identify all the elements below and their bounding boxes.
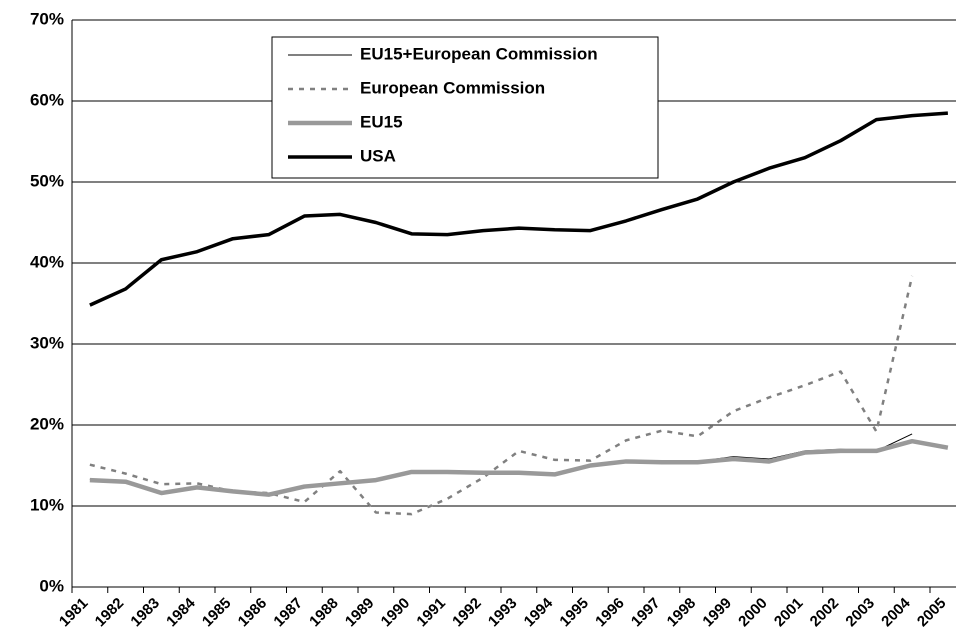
x-tick-label: 1987 bbox=[270, 595, 306, 631]
x-tick-label: 1997 bbox=[628, 595, 664, 631]
x-tick-label: 1989 bbox=[342, 595, 378, 631]
x-tick-label: 1999 bbox=[699, 595, 735, 631]
legend-label: EU15+European Commission bbox=[360, 44, 598, 63]
legend-label: EU15 bbox=[360, 112, 403, 131]
series-line bbox=[89, 111, 948, 307]
x-tick-label: 1996 bbox=[592, 595, 628, 631]
x-tick-label: 1981 bbox=[56, 595, 92, 631]
legend-label: European Commission bbox=[360, 78, 545, 97]
series-line bbox=[89, 433, 913, 495]
y-tick-label: 10% bbox=[30, 495, 64, 514]
x-tick-label: 1990 bbox=[378, 595, 414, 631]
x-tick-label: 2000 bbox=[735, 595, 771, 631]
legend-box bbox=[271, 36, 659, 179]
x-tick-label: 1992 bbox=[449, 595, 485, 631]
x-tick-label: 2004 bbox=[878, 594, 914, 630]
series-line bbox=[89, 275, 914, 516]
x-tick-label: 1982 bbox=[92, 595, 128, 631]
y-tick-label: 20% bbox=[30, 414, 64, 433]
x-tick-label: 1991 bbox=[413, 595, 449, 631]
x-tick-label: 1985 bbox=[199, 595, 235, 631]
y-tick-label: 40% bbox=[30, 252, 64, 271]
y-tick-label: 70% bbox=[30, 9, 64, 28]
x-tick-label: 1998 bbox=[664, 595, 700, 631]
x-tick-label: 1993 bbox=[485, 595, 521, 631]
series-line bbox=[89, 438, 949, 497]
x-tick-label: 1988 bbox=[306, 595, 342, 631]
x-tick-label: 1994 bbox=[521, 594, 557, 630]
x-tick-label: 2003 bbox=[842, 595, 878, 631]
legend-label: USA bbox=[360, 146, 396, 165]
y-tick-label: 50% bbox=[30, 171, 64, 190]
y-tick-label: 60% bbox=[30, 90, 64, 109]
x-tick-label: 1995 bbox=[556, 595, 592, 631]
x-tick-label: 1986 bbox=[235, 595, 271, 631]
x-tick-label: 2001 bbox=[771, 595, 807, 631]
x-tick-label: 1983 bbox=[127, 595, 163, 631]
legend: EU15+European Commission European Commiss… bbox=[271, 36, 659, 179]
y-tick-label: 30% bbox=[30, 333, 64, 352]
x-tick-label: 2002 bbox=[807, 595, 843, 631]
y-tick-label: 0% bbox=[39, 576, 64, 595]
x-tick-label: 1984 bbox=[163, 594, 199, 630]
x-tick-label: 2005 bbox=[914, 595, 950, 631]
